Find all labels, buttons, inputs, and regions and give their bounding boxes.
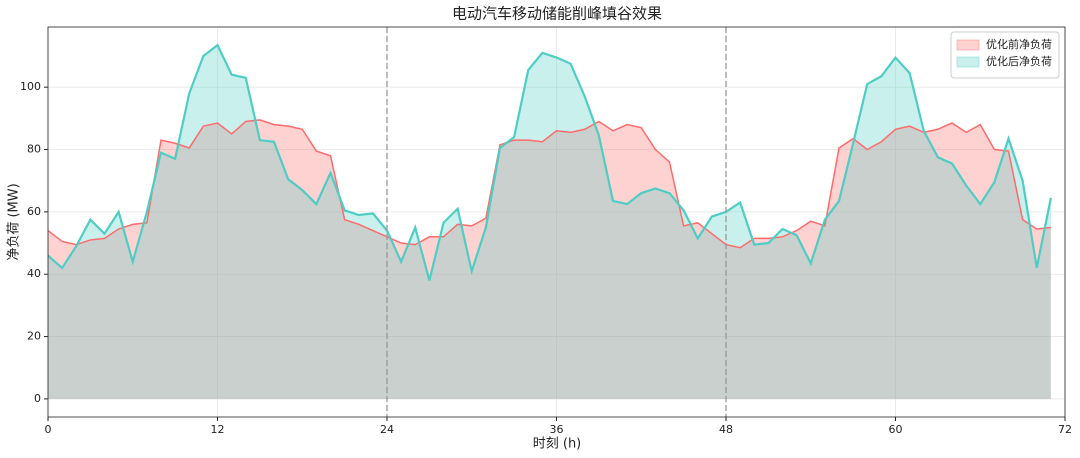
x-tick-label: 60 [889, 423, 903, 436]
chart-title: 电动汽车移动储能削峰填谷效果 [452, 5, 662, 23]
area-fill [48, 45, 1051, 399]
y-tick-label: 40 [27, 267, 41, 280]
legend-swatch [956, 39, 980, 51]
x-tick-label: 36 [550, 423, 564, 436]
area-fill [48, 119, 1051, 399]
y-tick-label: 0 [34, 392, 41, 405]
x-tick-label: 48 [719, 423, 733, 436]
y-tick-label: 60 [27, 205, 41, 218]
legend-label: 优化后净负荷 [986, 54, 1052, 68]
y-tick-label: 100 [20, 80, 41, 93]
x-tick-label: 24 [380, 423, 394, 436]
y-tick-label: 20 [27, 330, 41, 343]
x-tick-label: 12 [211, 423, 225, 436]
line [47, 43, 1052, 281]
x-tick-label: 72 [1058, 423, 1072, 436]
legend-swatch [956, 56, 980, 68]
x-tick-label: 0 [45, 423, 52, 436]
y-tick-label: 80 [27, 143, 41, 156]
legend-box [950, 31, 1060, 79]
y-axis-label: 净负荷 (MW) [7, 183, 22, 260]
plot-frame [47, 26, 1066, 418]
line [47, 119, 1051, 249]
legend-label: 优化前净负荷 [986, 37, 1052, 51]
x-axis-label: 时刻 (h) [533, 437, 582, 452]
